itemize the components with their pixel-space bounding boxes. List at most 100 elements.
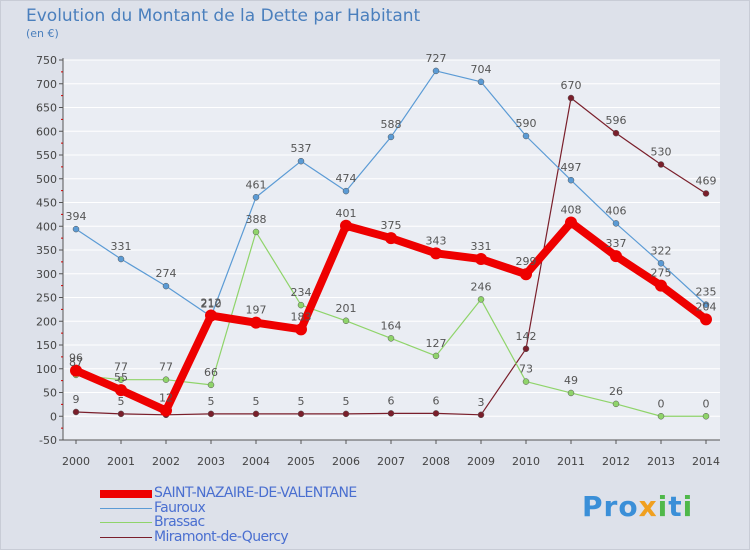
data-label: 704: [471, 63, 492, 76]
data-label: 0: [703, 397, 710, 410]
y-tick-label: 550: [36, 149, 57, 162]
legend-label: SAINT-NAZAIRE-DE-VALENTANE: [154, 485, 357, 501]
y-tick-label: 200: [36, 315, 57, 328]
legend-item-fauroux[interactable]: Fauroux: [100, 500, 400, 517]
data-point: [612, 220, 620, 227]
data-point: [297, 410, 305, 418]
data-point: [702, 301, 710, 308]
data-label: 727: [426, 52, 447, 65]
y-tick-label: 650: [36, 102, 57, 115]
data-label: 469: [696, 174, 717, 187]
data-point: [70, 364, 82, 377]
data-point: [522, 345, 530, 353]
data-label: 461: [246, 178, 267, 191]
legend-swatch: [100, 490, 152, 498]
data-label: 66: [204, 366, 218, 379]
series-fauroux: [72, 67, 710, 320]
data-label: 588: [381, 118, 402, 131]
x-tick-label: 2006: [332, 455, 360, 468]
y-axis-ticks: -50 0 50 100 150 200 250 300 350 400 450 500 550 600 6…: [36, 54, 63, 447]
data-point: [702, 190, 710, 197]
data-point: [702, 413, 710, 420]
chart-title: Evolution du Montant de la Dette par Hab…: [26, 6, 421, 26]
y-tick-label: 350: [36, 244, 57, 257]
data-label: 299: [516, 255, 537, 268]
x-tick-label: 2004: [242, 455, 270, 468]
data-point: [432, 352, 440, 360]
data-point: [387, 335, 395, 342]
data-label: 96: [69, 352, 83, 365]
data-label: 9: [73, 393, 80, 406]
data-point: [252, 228, 260, 236]
data-point: [655, 279, 667, 292]
data-label: 331: [471, 240, 492, 253]
data-point: [567, 389, 575, 397]
data-point: [117, 410, 125, 418]
data-point: [205, 309, 217, 322]
legend-swatch: [100, 522, 152, 523]
x-tick-label: 2011: [557, 455, 585, 468]
y-tick-label: 400: [36, 220, 57, 233]
y-tick-label: 100: [36, 363, 57, 376]
x-tick-label: 2013: [647, 455, 675, 468]
legend-item-miramont[interactable]: Miramont-de-Quercy: [100, 529, 400, 546]
data-label: 87: [69, 356, 83, 369]
data-label: 127: [426, 337, 447, 350]
x-tick-label: 2000: [62, 455, 90, 468]
data-label: 474: [336, 172, 357, 185]
x-tick-label: 2005: [287, 455, 315, 468]
data-label: 5: [253, 395, 260, 408]
data-label: 49: [564, 374, 578, 387]
data-label: 12: [159, 392, 173, 405]
data-point: [117, 255, 125, 263]
data-point: [385, 232, 397, 245]
data-point: [475, 253, 487, 266]
data-point: [657, 413, 665, 420]
data-point: [520, 268, 532, 281]
x-tick-label: 2012: [602, 455, 630, 468]
data-label: 6: [433, 394, 440, 407]
data-label: 537: [291, 142, 312, 155]
proxiti-logo: Proxiti: [582, 490, 694, 523]
data-label: 375: [381, 219, 402, 232]
data-point: [477, 296, 485, 303]
data-label: 0: [658, 397, 665, 410]
data-label: 343: [426, 234, 447, 247]
data-point: [432, 410, 440, 417]
data-point: [432, 67, 440, 75]
legend-item-brassac[interactable]: Brassac: [100, 514, 400, 531]
legend-swatch: [100, 537, 152, 538]
data-label: 197: [246, 304, 267, 317]
legend-label: Brassac: [154, 514, 205, 530]
data-point: [295, 323, 307, 336]
data-point: [117, 376, 125, 383]
legend-label: Miramont-de-Quercy: [154, 529, 289, 545]
data-label: 77: [159, 361, 173, 374]
data-point: [297, 301, 305, 309]
y-tick-label: 250: [36, 292, 57, 305]
data-label: 5: [208, 395, 215, 408]
legend-item-saint-nazaire[interactable]: SAINT-NAZAIRE-DE-VALENTANE: [100, 485, 400, 502]
data-label: 204: [696, 300, 717, 313]
data-point: [250, 316, 262, 329]
data-label: 210: [201, 298, 222, 311]
data-label: 337: [606, 237, 627, 250]
data-label: 275: [651, 267, 672, 280]
series-layer: 9 5 5 5 5 5 6 6 31426705965304693943312742104615…: [66, 52, 717, 420]
data-label: 183: [291, 310, 312, 323]
legend-swatch: [100, 508, 152, 509]
x-tick-label: 2002: [152, 455, 180, 468]
data-label: 388: [246, 213, 267, 226]
x-tick-label: 2007: [377, 455, 405, 468]
data-label: 670: [561, 79, 582, 92]
data-label: 73: [519, 363, 533, 376]
data-point: [522, 132, 530, 140]
data-point: [657, 161, 665, 168]
x-tick-label: 2003: [197, 455, 225, 468]
data-point: [207, 381, 215, 389]
data-point: [342, 410, 350, 418]
data-point: [297, 157, 305, 165]
legend-label: Fauroux: [154, 500, 206, 516]
data-label: 331: [111, 240, 132, 253]
data-point: [567, 176, 575, 184]
